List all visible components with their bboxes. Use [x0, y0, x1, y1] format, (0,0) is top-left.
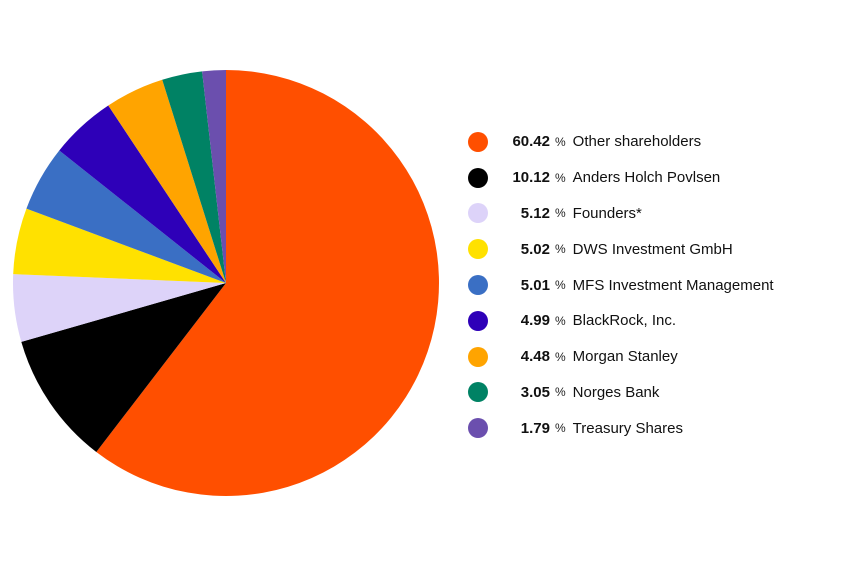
legend-percent-sign: %	[555, 134, 566, 149]
legend-item-treasury-shares: 1.79% Treasury Shares	[468, 410, 828, 446]
pie-slice-blackrock-inc	[59, 105, 226, 284]
legend-value: 5.01	[520, 276, 550, 294]
legend-swatch	[468, 203, 488, 224]
legend-value: 3.05	[520, 383, 550, 401]
legend-label: Anders Holch Povlsen	[572, 169, 721, 187]
legend-item-morgan-stanley: 4.48% Morgan Stanley	[468, 339, 828, 375]
legend-swatch	[468, 239, 488, 260]
legend-label: BlackRock, Inc.	[572, 312, 677, 330]
legend-swatch	[468, 131, 488, 152]
pie-slice-dws-investment-gmbh	[13, 208, 227, 283]
pie-slice-treasury-shares	[202, 70, 226, 283]
legend-swatch	[468, 310, 488, 331]
legend-label: Norges Bank	[572, 383, 660, 401]
legend-percent-sign: %	[555, 385, 566, 400]
legend-value: 60.42	[512, 133, 550, 151]
legend-value: 10.12	[512, 169, 550, 187]
legend-swatch	[468, 382, 488, 403]
legend-item-other-shareholders: 60.42% Other shareholders	[468, 124, 828, 160]
legend-swatch	[468, 346, 488, 367]
pie-slice-norges-bank	[162, 71, 226, 283]
legend-label: MFS Investment Management	[572, 276, 774, 294]
legend-swatch	[468, 167, 488, 188]
legend-item-dws-investment-gmbh: 5.02% DWS Investment GmbH	[468, 231, 828, 267]
legend-label: Founders*	[572, 204, 642, 222]
legend-label: Treasury Shares	[572, 419, 683, 437]
pie-slice-other-shareholders	[96, 70, 439, 496]
pie-slice-founders	[12, 274, 227, 342]
legend-item-norges-bank: 3.05% Norges Bank	[468, 375, 828, 411]
pie-slice-mfs-investment-management	[26, 150, 227, 283]
legend-percent-sign: %	[555, 206, 566, 221]
legend-value: 1.79	[520, 419, 550, 437]
legend-swatch	[468, 275, 488, 296]
legend-percent-sign: %	[555, 421, 566, 436]
legend-item-blackrock-inc: 4.99% BlackRock, Inc.	[468, 303, 828, 339]
legend-value: 4.48	[520, 348, 550, 366]
legend-value: 4.99	[520, 312, 550, 330]
legend-value: 5.02	[520, 240, 550, 258]
legend-label: Other shareholders	[572, 133, 702, 151]
legend-percent-sign: %	[555, 242, 566, 257]
pie-slice-morgan-stanley	[108, 79, 226, 284]
legend-swatch	[468, 418, 488, 439]
legend-percent-sign: %	[555, 170, 566, 185]
legend-value: 5.12	[520, 204, 550, 222]
legend-label: DWS Investment GmbH	[572, 240, 733, 258]
legend-label: Morgan Stanley	[572, 348, 678, 366]
legend-item-founders: 5.12% Founders*	[468, 196, 828, 232]
legend-item-mfs-investment-management: 5.01% MFS Investment Management	[468, 267, 828, 303]
legend-percent-sign: %	[555, 278, 566, 293]
legend-item-anders-holch-povlsen: 10.12% Anders Holch Povlsen	[468, 160, 828, 196]
legend-percent-sign: %	[555, 349, 566, 364]
chart-legend: 60.42% Other shareholders 10.12% Anders Hol…	[468, 124, 828, 446]
pie-slice-anders-holch-povlsen	[21, 283, 227, 452]
legend-percent-sign: %	[555, 313, 566, 328]
